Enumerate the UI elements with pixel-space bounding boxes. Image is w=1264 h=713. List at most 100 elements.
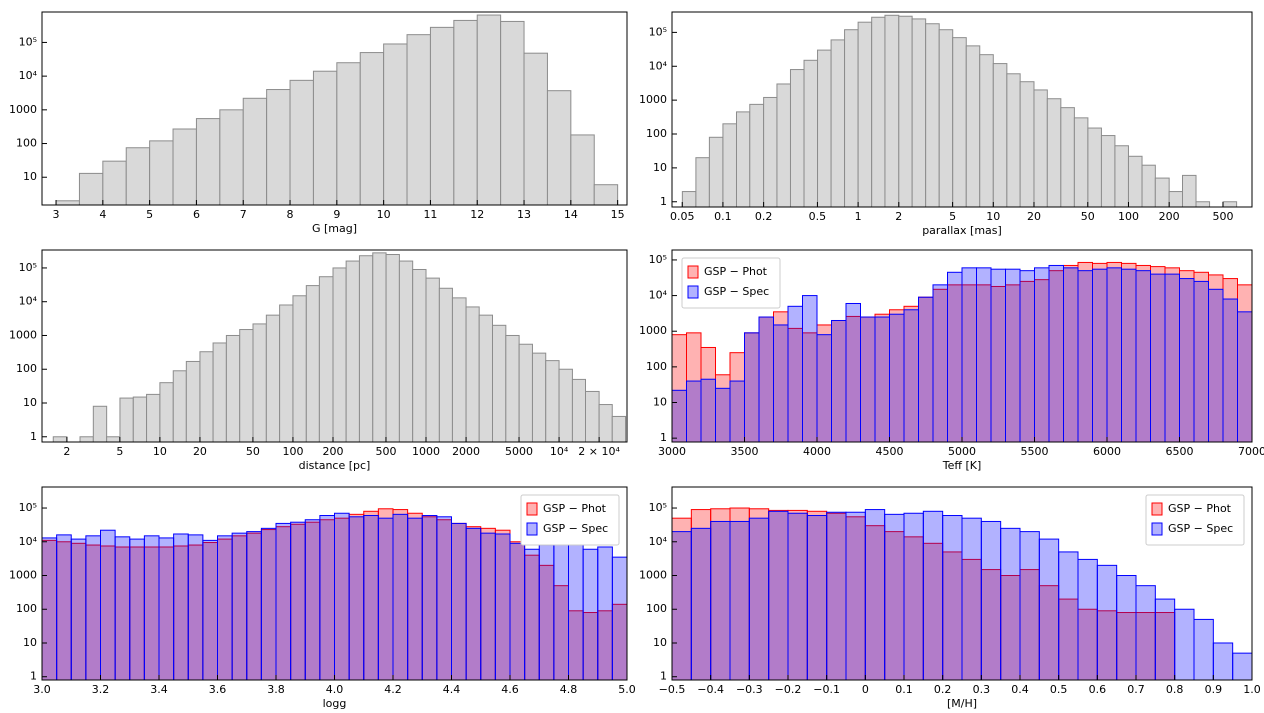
y-tick-label: 100 xyxy=(646,127,667,140)
bar xyxy=(1174,608,1195,681)
bar xyxy=(523,52,548,206)
x-tick-label: 0.7 xyxy=(1127,683,1145,696)
bar xyxy=(252,323,267,443)
bar xyxy=(874,316,890,443)
bar xyxy=(932,284,948,443)
y-tick-label: 1 xyxy=(660,195,667,208)
bar xyxy=(172,370,187,443)
bar xyxy=(305,285,320,443)
x-tick-label: 5 xyxy=(949,210,956,223)
bar xyxy=(802,295,818,443)
bar xyxy=(453,19,478,206)
x-tick-label: 4000 xyxy=(803,445,831,458)
bar xyxy=(451,297,467,443)
bar xyxy=(1087,127,1102,208)
x-tick-label: 3000 xyxy=(658,445,686,458)
bar xyxy=(55,200,80,206)
y-tick-label: 10⁴ xyxy=(19,295,38,308)
bar xyxy=(763,96,778,208)
y-tick-label: 10⁴ xyxy=(649,59,668,72)
x-tick-label: −0.3 xyxy=(736,683,763,696)
x-tick-label: 0.1 xyxy=(895,683,913,696)
bar xyxy=(1179,278,1195,443)
bar xyxy=(279,304,294,443)
x-tick-label: 3.4 xyxy=(150,683,168,696)
bar xyxy=(708,136,724,208)
x-tick-label: 12 xyxy=(470,208,484,221)
bar xyxy=(231,532,248,681)
bar xyxy=(219,109,244,206)
bar xyxy=(425,277,440,443)
y-tick-label: 10 xyxy=(653,636,667,649)
x-tick-label: −0.1 xyxy=(813,683,840,696)
x-axis-label: parallax [mas] xyxy=(922,224,1002,237)
bar xyxy=(1135,585,1156,681)
bar xyxy=(597,546,613,681)
bar xyxy=(143,535,160,681)
bar xyxy=(889,313,905,443)
x-tick-label: 4.4 xyxy=(443,683,461,696)
x-tick-label: 5.0 xyxy=(618,683,636,696)
y-tick-label: 10 xyxy=(653,396,667,409)
bar xyxy=(961,517,982,681)
bar xyxy=(406,34,431,206)
y-tick-label: 10⁵ xyxy=(649,253,667,266)
bar xyxy=(961,267,977,443)
bar xyxy=(568,541,584,681)
bar xyxy=(429,26,455,206)
bar xyxy=(1058,551,1079,681)
bar xyxy=(1046,98,1062,208)
legend-label: GSP − Spec xyxy=(704,285,769,298)
bar xyxy=(199,351,214,443)
bar xyxy=(246,531,262,681)
bar xyxy=(768,510,789,681)
x-tick-label: 15 xyxy=(611,208,625,221)
legend-swatch xyxy=(526,522,538,536)
x-tick-label: 0.2 xyxy=(934,683,952,696)
bar xyxy=(744,332,760,443)
bar xyxy=(212,342,227,443)
x-tick-label: 4.0 xyxy=(326,683,344,696)
bar xyxy=(531,352,547,443)
x-tick-label: 3.2 xyxy=(92,683,110,696)
x-tick-label: 3.8 xyxy=(267,683,285,696)
y-tick-label: 10 xyxy=(653,161,667,174)
bar xyxy=(884,14,900,208)
y-tick-label: 1000 xyxy=(639,569,667,582)
bar xyxy=(1060,107,1075,208)
y-tick-label: 10⁴ xyxy=(19,535,38,548)
x-tick-label: 6500 xyxy=(1166,445,1194,458)
x-tick-label: −0.4 xyxy=(697,683,724,696)
x-tick-label: 0.4 xyxy=(1011,683,1029,696)
bar xyxy=(1222,298,1238,443)
x-tick-label: 3.0 xyxy=(33,683,51,696)
bar xyxy=(146,393,161,443)
x-tick-label: 13 xyxy=(517,208,531,221)
bar xyxy=(884,513,905,681)
bar xyxy=(102,160,127,206)
x-tick-label: 10 xyxy=(153,445,167,458)
y-tick-label: 100 xyxy=(16,362,37,375)
bar xyxy=(1019,81,1035,208)
bar xyxy=(1116,575,1137,681)
bar xyxy=(173,533,189,681)
legend-swatch xyxy=(687,285,699,299)
bar xyxy=(545,360,560,443)
bar xyxy=(129,538,145,681)
bar xyxy=(158,537,175,681)
bar xyxy=(187,534,204,681)
bar xyxy=(826,511,847,681)
bar xyxy=(1195,201,1211,208)
bar xyxy=(1168,191,1183,208)
bar xyxy=(1193,618,1214,681)
bar xyxy=(1193,280,1209,443)
y-tick-label: 10⁴ xyxy=(649,535,668,548)
y-tick-label: 10 xyxy=(23,396,37,409)
bar xyxy=(979,54,994,208)
bar xyxy=(553,541,569,681)
x-tick-label: 0.2 xyxy=(755,210,773,223)
bar xyxy=(1033,89,1048,208)
x-tick-label: 1 xyxy=(855,210,862,223)
bar xyxy=(787,512,808,681)
bar xyxy=(776,83,791,208)
